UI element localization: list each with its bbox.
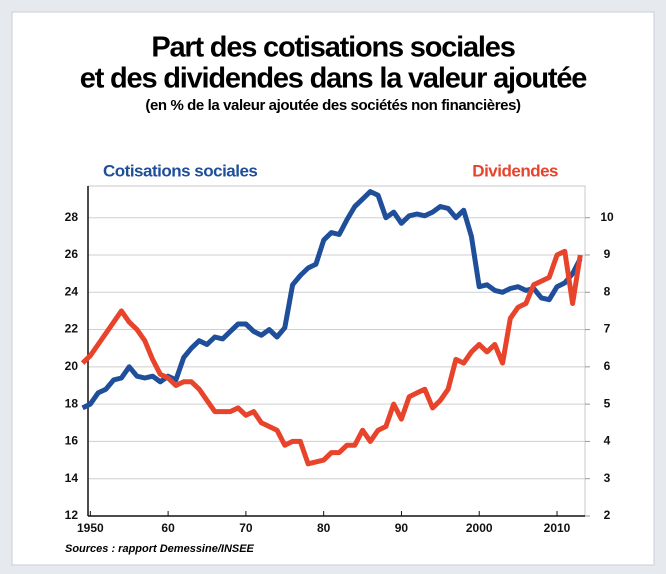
- y2-tick-label: 9: [604, 247, 611, 261]
- subtitle: (en % de la valeur ajoutée des sociétés …: [145, 97, 521, 114]
- y2-tick-label: 5: [604, 396, 611, 410]
- panel: [11, 11, 655, 566]
- series-line: [80, 248, 583, 467]
- y-tick-label: 26: [65, 247, 79, 261]
- y-tick-label: 18: [65, 396, 79, 410]
- x-tick-label: 60: [161, 521, 175, 535]
- y-tick-label: 20: [65, 359, 79, 373]
- y-tick-label: 12: [65, 508, 79, 522]
- y2-tick-label: 8: [604, 284, 611, 298]
- y2-tick-label: 4: [604, 434, 611, 448]
- y-tick-label: 24: [65, 284, 79, 298]
- y2-tick-label: 10: [600, 210, 614, 224]
- chart-title: Part des cotisations sociales: [151, 32, 514, 64]
- y-tick-label: 22: [65, 322, 79, 336]
- legend-label: Cotisations sociales: [103, 161, 257, 180]
- y-tick-label: 16: [65, 434, 79, 448]
- source: Sources : rapport Demessine/INSEE: [65, 543, 255, 555]
- y-tick-label: 28: [65, 210, 79, 224]
- x-tick-label: 1950: [77, 521, 104, 535]
- x-tick-label: 2010: [544, 521, 571, 535]
- legend-label: Dividendes: [472, 161, 558, 180]
- x-tick-label: 90: [395, 521, 409, 535]
- y2-tick-label: 6: [604, 359, 611, 373]
- x-tick-label: 80: [317, 521, 331, 535]
- y-tick-label: 14: [65, 471, 79, 485]
- chart-title: et des dividendes dans la valeur ajoutée: [80, 63, 587, 95]
- y2-tick-label: 2: [604, 508, 611, 522]
- y2-tick-label: 7: [604, 322, 611, 336]
- x-tick-label: 2000: [466, 521, 493, 535]
- y2-tick-label: 3: [604, 471, 611, 485]
- x-tick-label: 70: [239, 521, 253, 535]
